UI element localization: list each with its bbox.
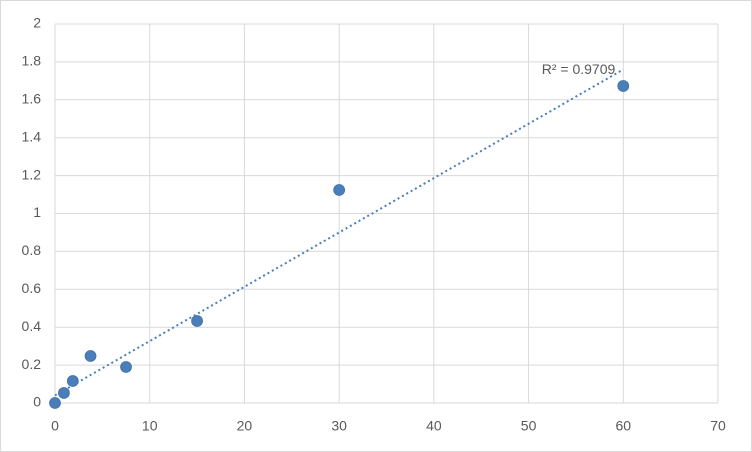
- point: [617, 80, 630, 92]
- x-tick-label: 70: [710, 418, 726, 434]
- y-tick-label: 1: [33, 204, 41, 220]
- point: [191, 315, 203, 327]
- x-tick-label: 10: [142, 418, 158, 434]
- y-tick-label: 0.6: [22, 280, 42, 296]
- x-tick-label: 40: [426, 418, 442, 434]
- y-tick-label: 1.2: [22, 166, 42, 182]
- x-tick-label: 50: [521, 418, 537, 434]
- point: [84, 350, 97, 362]
- y-tick-label: 1.8: [22, 53, 42, 69]
- x-tick-label: 60: [615, 418, 631, 434]
- point: [66, 375, 79, 387]
- point: [333, 184, 346, 196]
- y-tick-label: 0.2: [22, 356, 42, 372]
- x-tick-label: 0: [51, 418, 59, 434]
- x-tick-label: 20: [237, 418, 253, 434]
- x-tick-label: 30: [331, 418, 347, 434]
- point: [120, 361, 132, 373]
- y-tick-label: 1.4: [22, 128, 42, 144]
- point: [49, 397, 61, 409]
- y-tick-label: 1.6: [22, 91, 42, 107]
- point: [58, 387, 70, 399]
- y-tick-label: 2: [33, 15, 41, 31]
- y-tick-label: 0.8: [22, 242, 42, 258]
- trendline: [54, 68, 624, 397]
- trendline-label: R² = 0.9709: [542, 61, 616, 77]
- y-tick-label: 0: [33, 394, 41, 410]
- y-tick-label: 0.4: [22, 318, 42, 334]
